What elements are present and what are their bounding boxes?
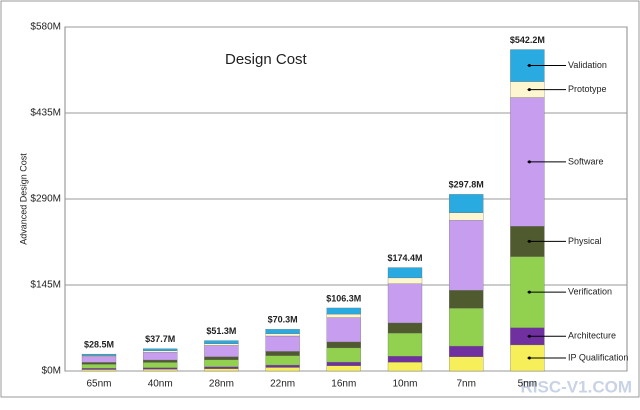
- bar-segment: [387, 332, 423, 357]
- legend-label: Physical: [568, 236, 602, 246]
- bar-segment: [143, 350, 178, 353]
- x-tick-label: 10nm: [392, 379, 417, 390]
- bar-segment: [143, 367, 178, 370]
- bar-segment: [387, 322, 423, 334]
- bar-segment: [143, 359, 178, 363]
- bar-segment: [204, 356, 239, 360]
- bar-segment: [449, 345, 484, 357]
- legend-label: Validation: [568, 60, 607, 70]
- bar-segment: [204, 340, 239, 344]
- y-tick-label: $145M: [30, 280, 61, 291]
- bar-segment: [387, 356, 423, 363]
- bar-segment: [265, 355, 300, 366]
- bar-segment: [326, 341, 361, 349]
- bar-segment: [204, 343, 239, 346]
- total-label: $51.3M: [206, 326, 236, 336]
- bar-segment: [326, 365, 361, 372]
- total-label: $174.4M: [387, 253, 422, 263]
- bar-segment: [265, 367, 300, 372]
- bar-segment: [387, 277, 423, 284]
- bar-segment: [449, 212, 484, 221]
- legend-dot: [527, 64, 531, 68]
- bar-segment: [81, 368, 117, 370]
- legend-dot: [527, 239, 531, 243]
- bar-segment: [326, 347, 361, 363]
- x-tick-label: 16nm: [331, 379, 356, 390]
- bar-segment: [449, 194, 484, 213]
- total-label: $70.3M: [268, 315, 298, 325]
- bar-segment: [265, 364, 300, 368]
- total-label: $542.2M: [510, 35, 545, 45]
- bar-segment: [81, 369, 117, 372]
- legend-dot: [527, 356, 531, 360]
- bar-segment: [81, 353, 117, 356]
- y-tick-label: $435M: [30, 108, 61, 119]
- bar-segment: [326, 307, 361, 315]
- y-tick-label: $580M: [30, 22, 61, 33]
- total-label: $37.7M: [145, 334, 175, 344]
- bar-segment: [265, 335, 300, 352]
- bar-segment: [265, 333, 300, 337]
- x-tick-label: 65nm: [86, 379, 111, 390]
- bar-segment: [449, 356, 484, 372]
- bar-segment: [204, 359, 239, 367]
- bar-segment: [143, 352, 178, 361]
- frame: [0, 0, 640, 398]
- x-tick-label: 7nm: [456, 379, 475, 390]
- bar-segment: [81, 364, 117, 369]
- bar-segment: [387, 283, 423, 324]
- bar-segment: [143, 348, 178, 351]
- bar-segment: [265, 329, 300, 334]
- x-tick-label: 22nm: [270, 379, 295, 390]
- bar-segment: [387, 267, 423, 279]
- bar-segment: [326, 317, 361, 343]
- legend-label: Verification: [568, 286, 612, 296]
- bar-segment: [449, 220, 484, 291]
- y-tick-label: $290M: [30, 194, 61, 205]
- bar-segment: [143, 362, 178, 368]
- legend-dot: [527, 334, 531, 338]
- bar-segment: [326, 361, 361, 366]
- total-label: $106.3M: [326, 293, 361, 303]
- bar-segment: [81, 356, 117, 363]
- bar-segment: [204, 368, 239, 372]
- watermark: RISC-V1.COM: [521, 377, 632, 396]
- bar-segment: [265, 351, 300, 356]
- legend-dot: [527, 160, 531, 164]
- y-tick-label: $0M: [42, 366, 61, 377]
- legend-dot: [527, 290, 531, 294]
- legend-label: Software: [568, 156, 604, 166]
- bar-segment: [449, 307, 484, 347]
- bar-segment: [204, 345, 239, 357]
- bar-segment: [387, 361, 423, 372]
- x-tick-label: 28nm: [209, 379, 234, 390]
- y-axis-label: Advanced Design Cost: [18, 153, 28, 245]
- bar-segment: [204, 366, 239, 369]
- bar-segment: [81, 362, 117, 365]
- legend-label: IP Qualification: [568, 352, 628, 362]
- bar-segment: [143, 369, 178, 372]
- legend-label: Architecture: [568, 331, 616, 341]
- bar-segment: [326, 313, 361, 318]
- chart-title: Design Cost: [225, 51, 308, 68]
- legend-label: Prototype: [568, 84, 607, 94]
- total-label: $28.5M: [84, 339, 114, 349]
- total-label: $297.8M: [449, 180, 484, 190]
- legend-dot: [527, 88, 531, 92]
- x-tick-label: 40nm: [148, 379, 173, 390]
- x-tick-label: 5nm: [518, 379, 537, 390]
- bar-segment: [449, 290, 484, 309]
